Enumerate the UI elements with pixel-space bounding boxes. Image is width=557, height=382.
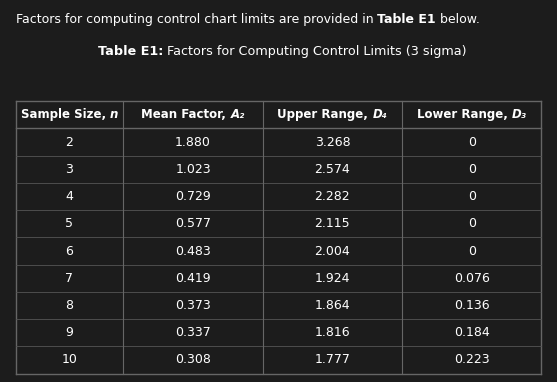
Text: 1.924: 1.924 [315, 272, 350, 285]
Text: 8: 8 [66, 299, 74, 312]
Text: D₄: D₄ [373, 108, 387, 121]
Text: A₂: A₂ [231, 108, 245, 121]
Text: 2: 2 [66, 136, 74, 149]
Text: 0.184: 0.184 [454, 326, 490, 339]
Text: 2.115: 2.115 [315, 217, 350, 230]
Text: 0.419: 0.419 [175, 272, 211, 285]
Text: 0.373: 0.373 [175, 299, 211, 312]
Text: D₃: D₃ [512, 108, 527, 121]
Text: 2.282: 2.282 [315, 190, 350, 203]
Text: 9: 9 [66, 326, 74, 339]
Text: 0.337: 0.337 [175, 326, 211, 339]
Text: Upper Range,: Upper Range, [277, 108, 373, 121]
Text: Table E1:: Table E1: [98, 45, 163, 58]
Text: 1.816: 1.816 [315, 326, 350, 339]
Text: 0: 0 [468, 136, 476, 149]
Text: below.: below. [436, 13, 480, 26]
Text: 0: 0 [468, 163, 476, 176]
Text: 0: 0 [468, 190, 476, 203]
Text: 0.223: 0.223 [454, 353, 490, 366]
Text: Factors for Computing Control Limits (3 sigma): Factors for Computing Control Limits (3 … [163, 45, 467, 58]
Text: n: n [110, 108, 118, 121]
Text: 2.574: 2.574 [315, 163, 350, 176]
Text: 0.577: 0.577 [175, 217, 211, 230]
Text: 1.880: 1.880 [175, 136, 211, 149]
Text: 0: 0 [468, 244, 476, 257]
Text: 1.023: 1.023 [175, 163, 211, 176]
Text: 0.308: 0.308 [175, 353, 211, 366]
Text: Mean Factor,: Mean Factor, [141, 108, 231, 121]
Text: Sample Size,: Sample Size, [21, 108, 110, 121]
Text: 1.864: 1.864 [315, 299, 350, 312]
Text: 3: 3 [66, 163, 74, 176]
Text: Factors for computing control chart limits are provided in: Factors for computing control chart limi… [16, 13, 377, 26]
Text: 1.777: 1.777 [315, 353, 350, 366]
Text: 0.729: 0.729 [175, 190, 211, 203]
Bar [16, 101, 541, 374]
Text: 0.136: 0.136 [454, 299, 490, 312]
Text: 0.483: 0.483 [175, 244, 211, 257]
Text: 2.004: 2.004 [315, 244, 350, 257]
Text: 4: 4 [66, 190, 74, 203]
Text: 3.268: 3.268 [315, 136, 350, 149]
Text: 0.076: 0.076 [454, 272, 490, 285]
Text: Lower Range,: Lower Range, [417, 108, 512, 121]
Text: 6: 6 [66, 244, 74, 257]
Text: Table E1: Table E1 [377, 13, 436, 26]
Text: 5: 5 [66, 217, 74, 230]
Text: 0: 0 [468, 217, 476, 230]
Text: 10: 10 [62, 353, 77, 366]
Text: 7: 7 [66, 272, 74, 285]
